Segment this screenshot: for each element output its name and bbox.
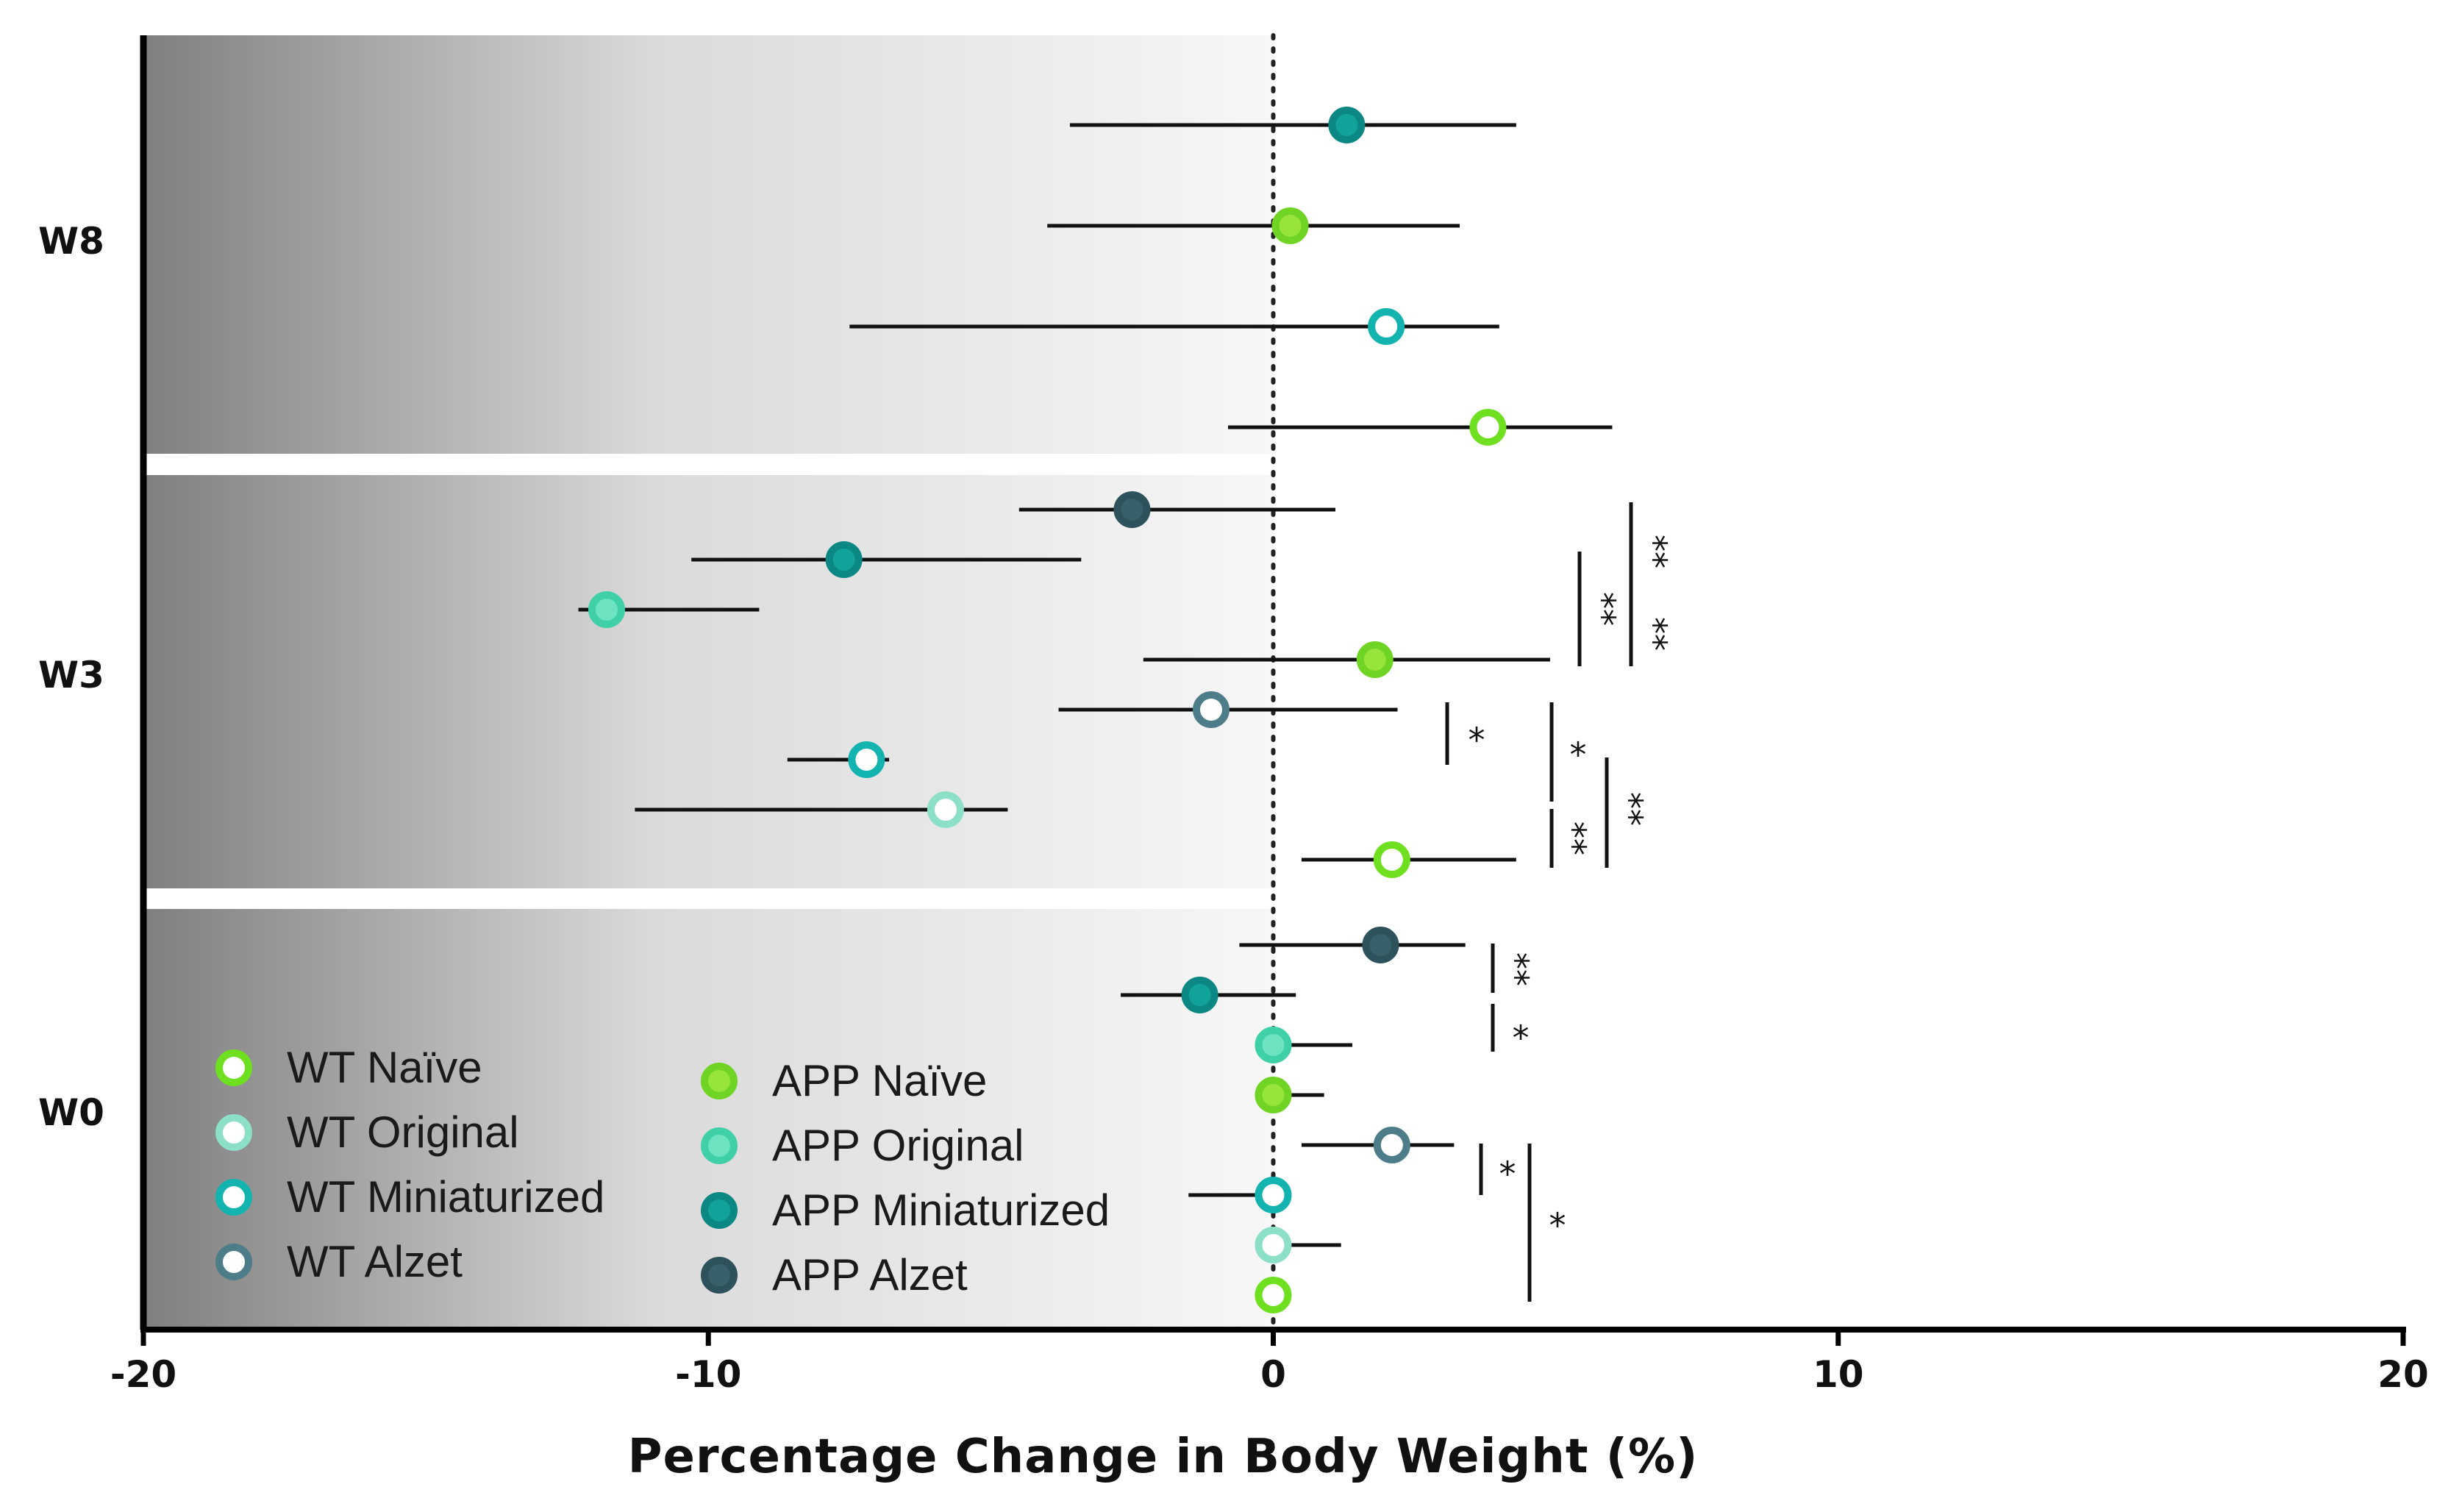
x-tick-label-1: -10 — [675, 1353, 741, 1396]
legend-marker-app-na-ve — [701, 1063, 738, 1099]
marker-w0-app-miniaturized — [1181, 977, 1218, 1013]
significance-brackets: ******* ********** — [1445, 502, 1674, 1302]
significance-label-w3-2: ** — [1635, 617, 1674, 651]
significance-label-w3-4: * — [1570, 735, 1587, 775]
significance-label-w0-1: * — [1513, 1019, 1530, 1058]
marker-w0-wt-original — [1255, 1227, 1292, 1263]
marker-w3-wt-miniaturized — [848, 741, 885, 778]
significance-label-w3-3: * — [1469, 721, 1485, 760]
marker-w8-app-na-ve — [1271, 207, 1309, 244]
marker-w3-wt-alzet — [1192, 691, 1230, 728]
legend-label-app-original: APP Original — [772, 1121, 1024, 1170]
row-label-w0: W0 — [38, 1091, 104, 1134]
panel-backgrounds — [143, 35, 1274, 1330]
marker-w3-app-original — [588, 591, 625, 628]
panel-background-w8 — [143, 35, 1274, 454]
x-tick-label-0: -20 — [110, 1353, 176, 1396]
x-tick-label-2: 0 — [1260, 1353, 1286, 1396]
x-axis-title: Percentage Change in Body Weight (%) — [628, 1430, 1699, 1484]
significance-label-w0-0: ** — [1496, 952, 1536, 986]
x-tick-label-3: 10 — [1813, 1353, 1864, 1396]
marker-w0-wt-na-ve — [1255, 1277, 1292, 1313]
significance-label-w3-6: ** — [1610, 792, 1650, 826]
x-tick-label-4: 20 — [2377, 1353, 2429, 1396]
significance-label-w3-5: ** — [1554, 821, 1594, 855]
significance-label-w0-3: * — [1549, 1206, 1566, 1246]
marker-w3-app-alzet — [1113, 491, 1151, 528]
axes: -20 -10 0 10 20 — [110, 35, 2429, 1396]
legend-label-wt-miniaturized: WT Miniaturized — [287, 1172, 604, 1222]
marker-w0-wt-alzet — [1373, 1127, 1410, 1163]
data-markers — [588, 107, 1507, 1313]
marker-w8-app-miniaturized — [1328, 107, 1366, 143]
marker-w3-wt-na-ve — [1373, 841, 1410, 878]
marker-w3-wt-original — [927, 791, 964, 828]
marker-w0-app-na-ve — [1255, 1077, 1292, 1113]
legend-label-app-miniaturized: APP Miniaturized — [772, 1185, 1110, 1235]
legend-label-wt-alzet: WT Alzet — [287, 1237, 463, 1286]
legend-marker-wt-original — [215, 1114, 252, 1151]
marker-w0-wt-miniaturized — [1255, 1177, 1292, 1213]
legend-marker-app-original — [701, 1127, 738, 1164]
legend-label-wt-original: WT Original — [287, 1108, 519, 1157]
marker-w3-app-na-ve — [1356, 641, 1393, 678]
panel-background-w3 — [143, 475, 1274, 888]
marker-w8-wt-miniaturized — [1368, 308, 1405, 345]
significance-label-w3-1: ** — [1583, 592, 1623, 626]
significance-label-w0-2: * — [1499, 1155, 1516, 1194]
legend-marker-wt-alzet — [215, 1244, 252, 1280]
significance-label-w3-0: ** — [1635, 535, 1674, 568]
panel-background-w0 — [143, 909, 1274, 1330]
legend: WT Naïve WT Original WT Miniaturized WT Alz… — [215, 1043, 1110, 1299]
legend-label-app-na-ve: APP Naïve — [772, 1056, 987, 1105]
legend-marker-wt-miniaturized — [215, 1179, 252, 1216]
marker-w3-app-miniaturized — [825, 541, 863, 578]
legend-marker-wt-na-ve — [215, 1049, 252, 1086]
marker-w0-app-alzet — [1362, 927, 1399, 963]
legend-marker-app-miniaturized — [701, 1192, 738, 1229]
row-labels: W8 W3 W0 — [38, 220, 104, 1134]
marker-w0-app-original — [1255, 1027, 1292, 1063]
legend-label-wt-na-ve: WT Naïve — [287, 1043, 482, 1092]
legend-label-app-alzet: APP Alzet — [772, 1250, 968, 1299]
marker-w8-wt-na-ve — [1469, 409, 1507, 446]
row-label-w3: W3 — [38, 654, 104, 696]
legend-marker-app-alzet — [701, 1257, 738, 1294]
row-label-w8: W8 — [38, 220, 104, 263]
